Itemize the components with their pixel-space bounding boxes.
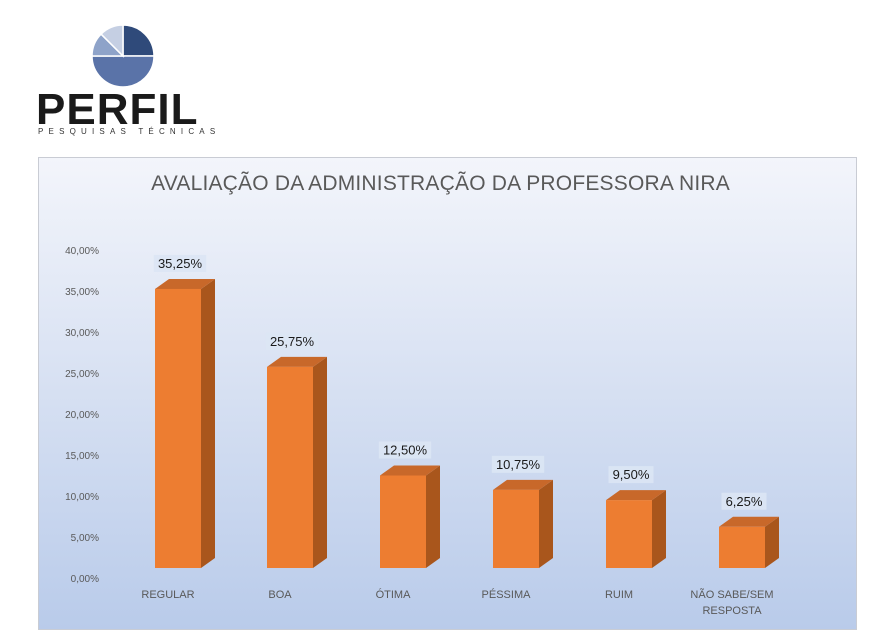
data-label-background [265, 332, 319, 350]
y-tick-label: 10,00% [65, 492, 99, 503]
x-category-label: PÉSSIMA [482, 588, 532, 601]
bar-top [719, 516, 779, 527]
bar [493, 479, 553, 568]
data-label-background [378, 441, 432, 459]
logo-pie-slice [100, 24, 124, 58]
x-category-label: REGULAR [141, 589, 194, 601]
data-label: 6,25% [726, 494, 763, 509]
bar-side [765, 516, 779, 568]
x-category-label: NÃO SABE/SEM [690, 588, 773, 601]
data-label-background [608, 466, 654, 484]
logo-pie-slice [91, 55, 155, 88]
data-label: 35,25% [158, 256, 203, 271]
bar-side [539, 479, 553, 568]
y-tick-label: 15,00% [65, 451, 99, 462]
bar-front [267, 366, 313, 568]
y-tick-label: 5,00% [71, 533, 99, 544]
x-category-label: BOA [268, 589, 292, 601]
logo-tagline: PESQUISAS TÉCNICAS [38, 127, 221, 136]
data-label-background [721, 492, 767, 510]
x-category-label: ÓTIMA [376, 588, 411, 601]
pie-logo-icon [91, 24, 155, 88]
chart-title: AVALIAÇÃO DA ADMINISTRAÇÃO DA PROFESSORA… [151, 172, 730, 195]
bar-front [606, 500, 652, 568]
data-label: 12,50% [383, 443, 428, 458]
bar-top [155, 278, 215, 289]
bar-side [313, 356, 327, 568]
bar-top [493, 479, 553, 490]
bar [267, 356, 327, 568]
y-tick-label: 25,00% [65, 369, 99, 380]
bar-side [426, 465, 440, 568]
y-tick-label: 30,00% [65, 328, 99, 339]
logo-wordmark: PERFIL [36, 85, 199, 134]
bar-top [267, 356, 327, 367]
y-tick-label: 35,00% [65, 287, 99, 298]
data-label: 9,50% [613, 467, 650, 482]
logo-pie-slice [122, 24, 155, 57]
bar [155, 278, 215, 568]
bar [380, 465, 440, 568]
y-tick-label: 40,00% [65, 246, 99, 257]
data-label-background [491, 455, 545, 473]
data-label: 25,75% [270, 334, 315, 349]
bar-top [606, 490, 666, 501]
x-category-label: RUIM [605, 589, 633, 601]
perfil-logo: PERFIL PESQUISAS TÉCNICAS [36, 24, 216, 136]
bar-front [719, 526, 765, 568]
bar-front [493, 489, 539, 568]
bar [719, 516, 779, 568]
data-label-background [153, 254, 207, 272]
y-tick-label: 20,00% [65, 410, 99, 421]
y-tick-label: 0,00% [71, 574, 99, 585]
x-category-label: RESPOSTA [702, 605, 762, 617]
bar-front [380, 475, 426, 568]
bar-front [155, 288, 201, 568]
bar-side [652, 490, 666, 568]
bar [606, 490, 666, 568]
bar-top [380, 465, 440, 476]
data-label: 10,75% [496, 457, 541, 472]
bar-side [201, 278, 215, 568]
